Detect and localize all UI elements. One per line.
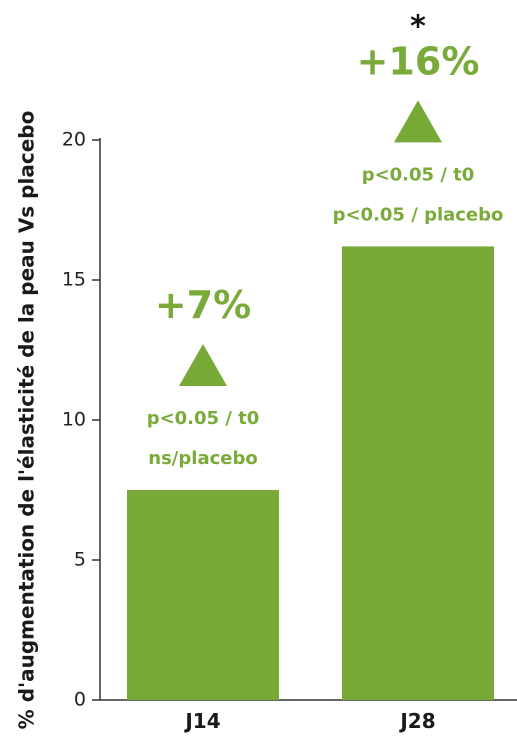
y-axis-ticks: 0 5 10 15 20 xyxy=(62,129,100,711)
stat-label-j28: p<0.05 / placebo xyxy=(333,204,504,225)
category-labels: J14 J28 xyxy=(183,709,435,733)
stat-label-j14: ns/placebo xyxy=(148,448,257,469)
percent-label-j28: +16% xyxy=(357,39,480,83)
y-tick-label: 0 xyxy=(74,689,86,711)
y-tick-label: 10 xyxy=(62,409,86,431)
y-tick-label: 20 xyxy=(62,129,86,151)
bar-j14 xyxy=(127,490,279,700)
category-label-j28: J28 xyxy=(398,709,435,733)
y-tick-label: 15 xyxy=(62,269,86,291)
triangle-up-icon xyxy=(179,344,227,386)
triangle-up-icon xyxy=(394,100,442,143)
y-axis-label: % d'augmentation de l'élasticité de la p… xyxy=(15,111,39,730)
percent-label-j14: +7% xyxy=(155,283,251,327)
stat-label-j14: p<0.05 / t0 xyxy=(147,408,260,429)
significance-star: * xyxy=(410,9,426,44)
bar-j28 xyxy=(342,246,494,700)
bar-annotations: +7% p<0.05 / t0 ns/placebo *+16% p<0.05 / t0… xyxy=(147,9,504,469)
stat-label-j28: p<0.05 / t0 xyxy=(362,164,475,185)
y-tick-label: 5 xyxy=(74,549,86,571)
category-label-j14: J14 xyxy=(183,709,220,733)
bars xyxy=(127,246,494,700)
